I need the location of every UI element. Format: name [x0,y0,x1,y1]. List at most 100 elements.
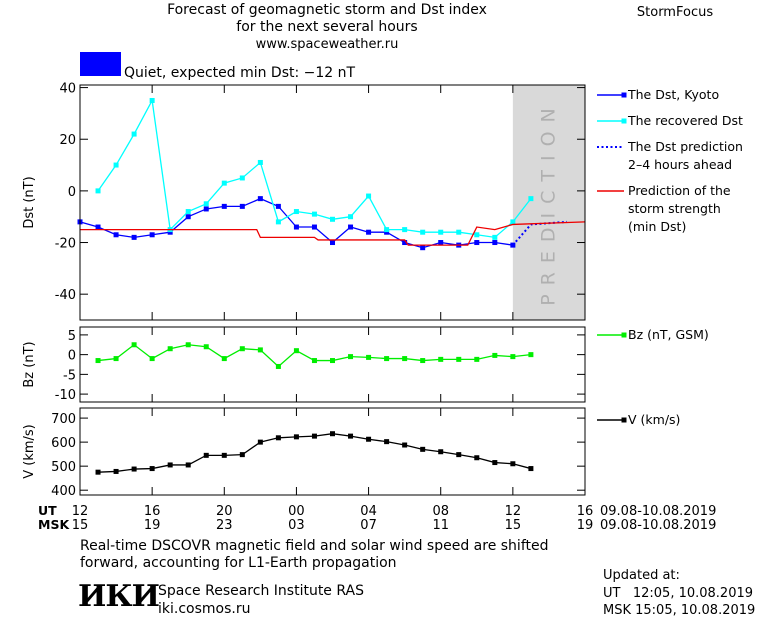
status-label: Quiet, expected min Dst: −12 nT [124,65,356,81]
point [311,211,317,217]
point [311,433,317,439]
point [203,452,209,458]
point [257,439,263,445]
point [348,354,354,360]
point [384,227,390,233]
x-tick-label: 16 [144,504,161,519]
point [402,227,408,233]
y-tick-label: 400 [51,484,76,499]
point [456,356,462,362]
point [131,342,137,348]
point [474,240,480,246]
footer-note: Real-time DSCOVR magnetic field and sola… [80,538,549,571]
point [384,356,390,362]
x-row-label: UT [38,503,57,518]
point [185,462,191,468]
point [95,224,101,230]
point [149,356,155,362]
point [420,358,426,364]
x-tick-label: 04 [360,504,377,519]
point [131,131,137,137]
y-axis-title: Dst (nT) [22,176,37,228]
y-tick-label: -10 [55,388,76,403]
x-tick-label: 12 [72,504,89,519]
point [510,461,516,467]
point [113,356,119,362]
plot-frame [79,84,586,321]
url: iki.cosmos.ru [158,601,251,617]
point [311,358,317,364]
plot-frame [79,407,586,496]
legend-label: The recovered Dst [628,113,743,128]
plot-area [80,85,585,320]
y-tick-label: -5 [63,368,76,383]
status-swatch [80,52,121,76]
point [402,356,408,362]
x-tick-label: 19 [144,518,161,533]
institute: Space Research Institute RAS [158,583,364,599]
point [348,224,354,230]
point [275,363,281,369]
point [528,466,534,472]
point [131,466,137,472]
point [420,446,426,452]
point [149,232,155,238]
point [474,455,480,461]
x-row-label: MSK [38,517,70,532]
point [330,358,335,364]
point [113,468,119,474]
point [384,229,390,235]
point [257,159,263,165]
point [95,188,101,194]
site: www.spaceweather.ru [256,37,399,52]
legend-label: The Dst, Kyoto [628,87,720,102]
point [348,433,354,439]
x-tick-label: 03 [288,518,305,533]
point [456,229,462,235]
y-tick-label: 0 [68,349,76,364]
title: Forecast of geomagnetic storm and Dst in… [167,2,487,35]
point [438,229,444,235]
x-tick-label: 15 [505,518,522,533]
y-tick-label: 0 [68,185,76,200]
legend-label: Bz (nT, GSM) [628,327,709,342]
x-tick-label: 23 [216,518,233,533]
point [420,229,426,235]
legend-label: The Dst prediction 2–4 hours ahead [628,139,743,172]
point [185,209,191,215]
point [366,193,372,199]
x-tick-label: 00 [288,504,305,519]
date-range: 09.08-10.08.2019 [600,518,716,533]
point [474,356,480,362]
point [203,201,209,207]
point [239,175,245,181]
point [492,234,498,240]
x-tick-label: 19 [577,518,594,533]
x-tick-label: 07 [360,518,377,533]
x-tick-label: 08 [432,504,449,519]
point [221,452,227,458]
point [221,180,227,186]
x-tick-label: 16 [577,504,594,519]
point [185,214,191,220]
point [402,442,408,448]
brand: StormFocus [637,5,713,20]
point [492,240,498,246]
point [239,452,245,458]
point [275,219,281,225]
point [492,352,498,358]
point [293,209,299,215]
point [528,196,534,202]
point [330,431,335,437]
point [311,224,317,230]
point [275,435,281,441]
y-axis-title: V (km/s) [22,424,37,479]
legend-marker [621,92,627,98]
series-line [80,221,586,246]
point [474,232,480,238]
legend-marker [621,332,627,338]
point [510,354,516,360]
point [348,214,354,220]
